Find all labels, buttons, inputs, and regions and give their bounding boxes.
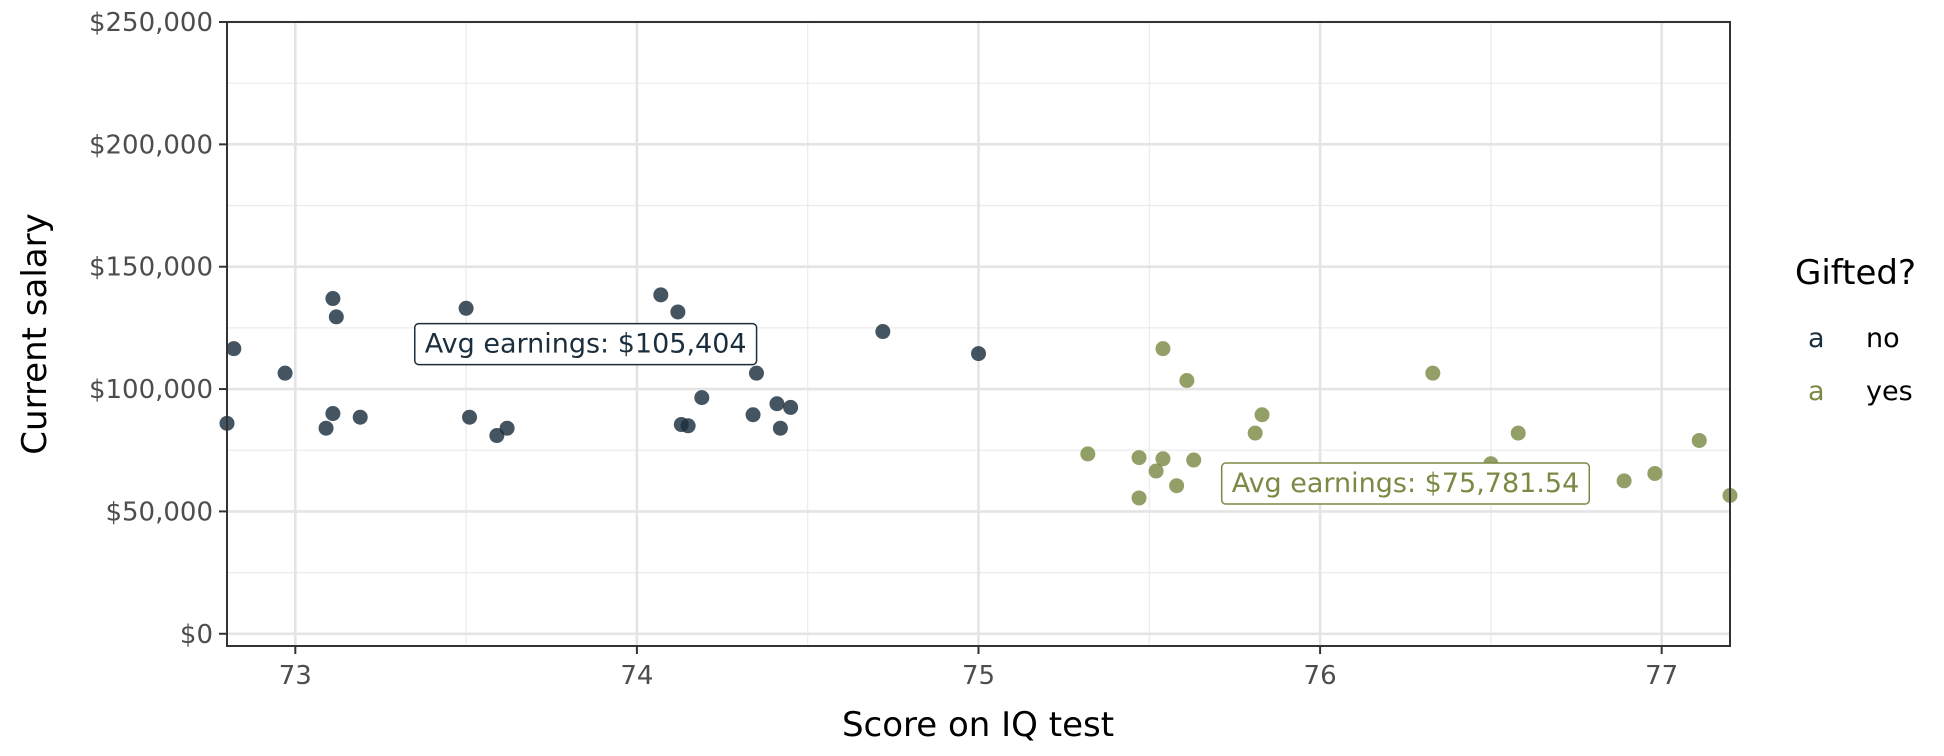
x-tick-label: 75 [962, 661, 995, 691]
data-point [1691, 432, 1707, 448]
x-tick-label: 77 [1645, 661, 1678, 691]
data-point [458, 300, 474, 316]
y-tick-label: $0 [180, 620, 213, 650]
data-point [1254, 407, 1270, 423]
data-point [1131, 450, 1147, 466]
data-point [462, 409, 478, 425]
x-tick-label: 73 [279, 661, 312, 691]
data-point [1169, 478, 1185, 494]
series-yes [1080, 341, 1738, 506]
data-point [325, 291, 341, 307]
data-point [1148, 463, 1164, 479]
legend-label-no: no [1866, 323, 1900, 354]
y-tick-label: $150,000 [89, 253, 213, 283]
label-box [1220, 462, 1591, 505]
data-point [745, 407, 761, 423]
annotations: Avg earnings: $105,404 Avg earnings: $75,… [414, 322, 1591, 505]
data-point [670, 304, 686, 320]
label-text: Avg earnings: $105,404 [425, 329, 747, 360]
data-point [875, 324, 891, 340]
legend-title: Gifted? [1795, 253, 1916, 293]
grid [227, 20, 1730, 646]
series-no [219, 287, 986, 444]
data-point [1647, 465, 1663, 481]
legend-key-no: a [1808, 323, 1825, 354]
data-point [1155, 451, 1171, 467]
y-tick-label: $100,000 [89, 375, 213, 405]
data-point [653, 287, 669, 303]
data-point [328, 309, 344, 325]
x-tick-label: 74 [620, 661, 653, 691]
y-tick-label: $200,000 [89, 130, 213, 160]
label-text: Avg earnings: $75,781.54 [1232, 468, 1580, 499]
data-point [1186, 452, 1202, 468]
data-point [772, 420, 788, 436]
data-point [769, 396, 785, 412]
data-point [694, 390, 710, 406]
avg-earnings-label: Avg earnings: $105,404 [414, 322, 758, 366]
data-point [318, 420, 334, 436]
legend-label-yes: yes [1866, 376, 1913, 407]
legend: Gifted? a no a yes [1795, 253, 1916, 407]
data-point [277, 365, 293, 381]
label-box [414, 322, 758, 366]
data-point [1425, 365, 1441, 381]
data-point [1510, 425, 1526, 441]
data-point [1155, 341, 1171, 357]
data-point [325, 406, 341, 422]
y-axis-title: Current salary [15, 213, 55, 454]
data-point [1247, 425, 1263, 441]
data-point [226, 341, 242, 357]
data-point [1080, 446, 1096, 462]
legend-key-yes: a [1808, 376, 1825, 407]
x-axis-title: Score on IQ test [842, 705, 1114, 745]
y-tick-label: $50,000 [105, 497, 213, 527]
data-point [1131, 490, 1147, 506]
data-point [1616, 473, 1632, 489]
x-tick-label: 76 [1304, 661, 1337, 691]
data-point [352, 409, 368, 425]
data-point [748, 365, 764, 381]
data-point [971, 346, 986, 362]
data-point [783, 399, 799, 415]
data-point [680, 418, 696, 434]
data-points [219, 287, 1738, 506]
data-point [499, 420, 515, 436]
y-tick-label: $250,000 [89, 8, 213, 38]
axis-ticks: 73 74 75 76 77 $0 $50,000 $100,000 $150,000 $200,… [89, 8, 1678, 691]
data-point [1179, 372, 1195, 388]
avg-earnings-label: Avg earnings: $75,781.54 [1220, 462, 1591, 505]
